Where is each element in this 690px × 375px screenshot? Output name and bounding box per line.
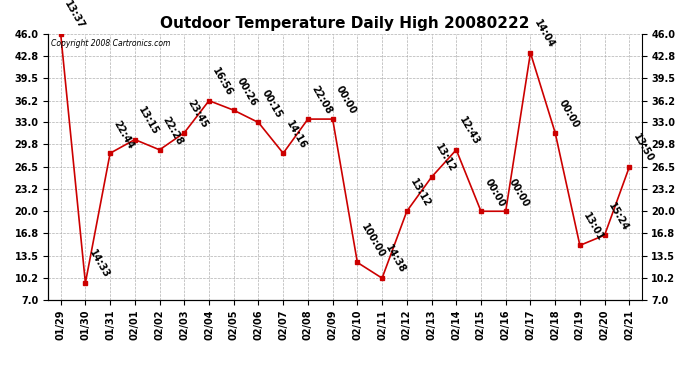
Text: 16:56: 16:56	[210, 66, 235, 98]
Text: 13:37: 13:37	[62, 0, 86, 31]
Text: 00:15: 00:15	[260, 88, 284, 120]
Text: 13:50: 13:50	[631, 132, 655, 164]
Text: 13:12: 13:12	[408, 177, 433, 209]
Text: 14:38: 14:38	[384, 243, 408, 275]
Text: 00:00: 00:00	[482, 177, 506, 209]
Title: Outdoor Temperature Daily High 20080222: Outdoor Temperature Daily High 20080222	[160, 16, 530, 31]
Text: 13:01: 13:01	[581, 211, 605, 243]
Text: 22:28: 22:28	[161, 115, 185, 147]
Text: 23:45: 23:45	[186, 98, 210, 130]
Text: 00:00: 00:00	[557, 98, 581, 130]
Text: 15:24: 15:24	[606, 201, 630, 232]
Text: 14:16: 14:16	[284, 118, 308, 150]
Text: 00:26: 00:26	[235, 76, 259, 107]
Text: 00:00: 00:00	[507, 177, 531, 209]
Text: 14:33: 14:33	[87, 248, 111, 280]
Text: Copyright 2008 Cartronics.com: Copyright 2008 Cartronics.com	[51, 39, 170, 48]
Text: 22:08: 22:08	[309, 84, 333, 116]
Text: 00:00: 00:00	[334, 84, 358, 116]
Text: 14:04: 14:04	[532, 18, 556, 50]
Text: 12:43: 12:43	[457, 115, 482, 147]
Text: 22:44: 22:44	[112, 118, 136, 150]
Text: 13:15: 13:15	[136, 105, 160, 137]
Text: 100:00: 100:00	[359, 222, 386, 260]
Text: 13:12: 13:12	[433, 142, 457, 174]
